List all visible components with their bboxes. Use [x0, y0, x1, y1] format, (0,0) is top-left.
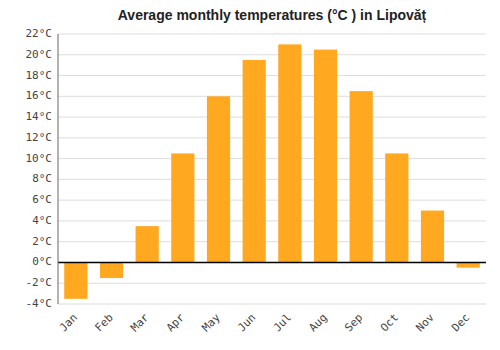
y-tick-label: -4°C [26, 297, 53, 310]
grid-line [58, 304, 486, 305]
bar [385, 153, 408, 262]
x-tick-label: May [199, 311, 223, 335]
y-tick-label: 12°C [26, 131, 53, 144]
bar [457, 262, 480, 267]
grid-line [58, 117, 486, 118]
bar [314, 50, 337, 263]
x-tick-label: Oct [378, 311, 401, 334]
y-tick-label: 16°C [26, 89, 53, 102]
grid-line [58, 137, 486, 138]
x-tick-label: Jun [235, 311, 258, 334]
x-tick-label: Aug [306, 311, 329, 334]
page: {"chart_data": {"type": "bar", "title": … [0, 0, 500, 350]
bar [171, 153, 194, 262]
bar [64, 262, 87, 298]
grid-line [58, 75, 486, 76]
x-tick-label: Feb [92, 311, 115, 334]
grid [58, 34, 486, 304]
y-tick-label: 4°C [32, 214, 52, 227]
x-tick-label: Dec [449, 311, 472, 334]
x-tick-label: Apr [164, 311, 188, 335]
y-tick-label: 10°C [26, 152, 53, 165]
y-tick-label: 14°C [26, 110, 53, 123]
grid-line [58, 34, 486, 35]
x-tick-label: Jan [57, 311, 80, 334]
x-axis-labels: Jan Feb Mar Apr May Jun Jul Aug Sep Oct Nov Dec [57, 311, 473, 335]
y-tick-label: 6°C [32, 193, 52, 206]
y-axis-labels: -4°C -2°C 0°C 2°C 4°C 6°C 8°C 10°C 12°C 14°C 16°C 1… [26, 27, 53, 310]
zero-line [58, 262, 486, 264]
grid-line [58, 158, 486, 159]
grid-line [58, 262, 486, 263]
grid-line [58, 54, 486, 55]
title: Average monthly temperatures (°C ) in Li… [118, 7, 427, 23]
grid-line [58, 96, 486, 97]
y-tick-label: -2°C [26, 276, 53, 289]
bar [136, 226, 159, 262]
grid-line [58, 200, 486, 201]
bars [64, 44, 480, 298]
grid-line [58, 179, 486, 180]
bar [100, 262, 123, 278]
bar [207, 96, 230, 262]
x-tick-label: Mar [128, 311, 152, 335]
y-tick-label: 2°C [32, 235, 52, 248]
y-tick-label: 20°C [26, 48, 53, 61]
y-axis-line [58, 34, 59, 304]
x-tick-label: Sep [342, 311, 365, 334]
bar [243, 60, 266, 263]
y-tick-label: 0°C [32, 255, 52, 268]
y-tick-label: 18°C [26, 69, 53, 82]
y-tick-label: 22°C [26, 27, 53, 40]
chart: Average monthly temperatures (°C ) in Li… [0, 0, 500, 350]
x-tick-label: Nov [413, 311, 437, 335]
bar [350, 91, 373, 262]
y-tick-label: 8°C [32, 172, 52, 185]
bar [421, 211, 444, 263]
bar [278, 44, 301, 262]
grid-line [58, 283, 486, 284]
x-tick-label: Jul [271, 311, 294, 334]
